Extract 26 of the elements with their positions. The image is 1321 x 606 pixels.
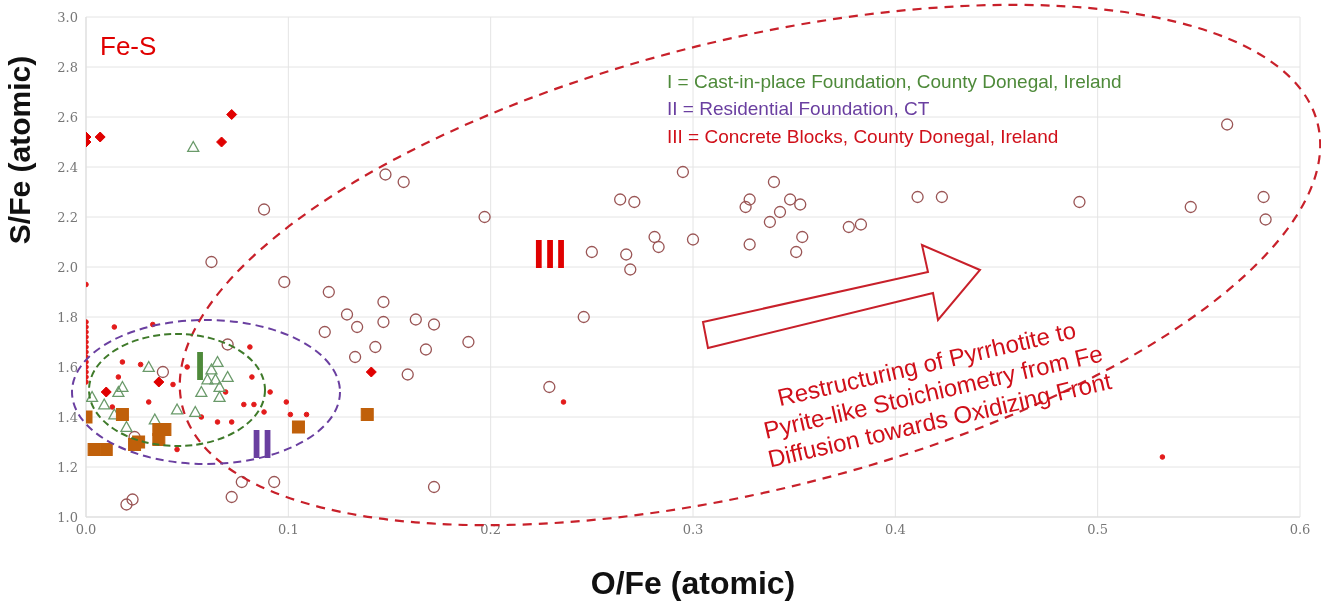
x-tick-label: 0.1 bbox=[277, 522, 299, 538]
y-tick-label: 1.2 bbox=[57, 459, 78, 475]
x-tick-label: 0.0 bbox=[75, 522, 97, 538]
x-tick-label: 0.6 bbox=[1289, 522, 1311, 538]
y-axis-title: S/Fe (atomic) bbox=[3, 55, 36, 245]
annotation: II bbox=[250, 422, 274, 466]
y-tick-label: 1.0 bbox=[57, 509, 78, 525]
annotation: III bbox=[533, 232, 567, 276]
annotation: Fe-S bbox=[100, 31, 157, 61]
y-tick-label: 2.2 bbox=[57, 209, 78, 225]
y-tick-label: 2.4 bbox=[57, 159, 78, 175]
x-tick-label: 0.3 bbox=[682, 522, 704, 538]
y-tick-label: 1.6 bbox=[57, 359, 78, 375]
annotation: I = Cast-in-place Foundation, County Donegal, Ireland bbox=[667, 71, 1122, 92]
y-tick-label: 2.8 bbox=[57, 59, 78, 75]
y-tick-label: 2.0 bbox=[57, 259, 78, 275]
annotation: I bbox=[194, 344, 206, 388]
y-tick-label: 3.0 bbox=[57, 9, 78, 25]
annotation: II = Residential Foundation, CT bbox=[667, 98, 930, 119]
y-tick-label: 2.6 bbox=[57, 109, 78, 125]
y-tick-label: 1.8 bbox=[57, 309, 78, 325]
annotation: III = Concrete Blocks, County Donegal, Ireland bbox=[667, 126, 1059, 147]
x-tick-label: 0.4 bbox=[884, 522, 906, 538]
x-axis-title: O/Fe (atomic) bbox=[590, 565, 796, 601]
x-tick-label: 0.5 bbox=[1087, 522, 1109, 538]
y-tick-label: 1.4 bbox=[57, 409, 78, 425]
